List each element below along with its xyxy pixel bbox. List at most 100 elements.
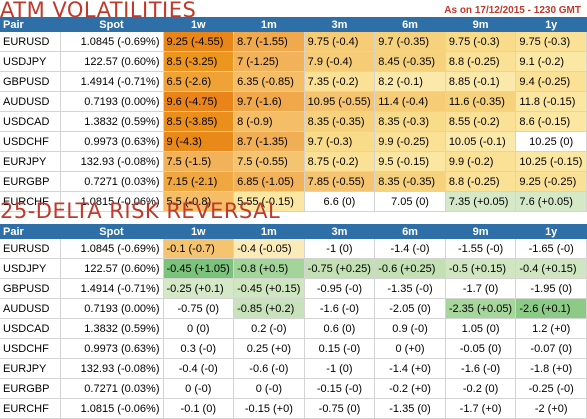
rr-value-cell-6m: 0 (+0): [374, 338, 446, 359]
atm-row-eurusd: EURUSD 1.0845 (-0.69%) 9.25 (-4.55) 8.7 (-1…: [0, 32, 587, 52]
atm-value-cell-6m: 8.45 (-0.35): [374, 51, 446, 72]
rr-value-cell-9m: -1.6 (-0): [445, 358, 517, 379]
rr-value-cell-9m: -2.35 (+0.05): [445, 298, 517, 319]
rr-row-eurjpy: EURJPY 132.93 (-0.08%) -0.4 (-0) -0.6 (-0) -…: [0, 358, 587, 379]
rr-value-cell-1w: 0 (0): [163, 318, 235, 339]
rr-value-cell-1y: -2.6 (+0.1): [515, 298, 587, 319]
pair-cell: USDCHF: [0, 131, 61, 152]
pair-cell: USDCHF: [0, 338, 61, 359]
atm-value-cell-1y: 8.6 (-0.15): [515, 111, 587, 132]
rr-value-cell-1m: -0.15 (+0): [233, 398, 305, 419]
atm-value-cell-6m: 8.35 (-0.3): [374, 111, 446, 132]
rr-header-1y: 1y: [515, 224, 587, 239]
spot-cell: 122.57 (0.60%): [60, 258, 164, 279]
rr-row-audusd: AUDUSD 0.7193 (0.00%) -0.75 (0) -0.85 (+0.2…: [0, 298, 587, 319]
spot-cell: 1.0815 (-0.06%): [60, 398, 164, 419]
pair-cell: USDJPY: [0, 51, 61, 72]
spot-cell: 132.93 (-0.08%): [60, 151, 164, 172]
spot-cell: 0.7271 (0.03%): [60, 378, 164, 399]
rr-row-usdcad: USDCAD 1.3832 (0.59%) 0 (0) 0.2 (-0) 0.6 (0)…: [0, 318, 587, 339]
rr-value-cell-1y: -1.8 (+0): [515, 358, 587, 379]
atm-volatilities-title: ATM VOLATILITIES: [0, 0, 197, 22]
spot-cell: 122.57 (0.60%): [60, 51, 164, 72]
spot-cell: 0.9973 (0.63%): [60, 338, 164, 359]
rr-header-3m: 3m: [304, 224, 376, 239]
atm-value-cell-1w: 7.15 (-2.1): [163, 171, 235, 192]
atm-value-cell-9m: 8.8 (-0.25): [445, 171, 517, 192]
rr-value-cell-1w: -0.4 (-0): [163, 358, 235, 379]
atm-value-cell-1m: 8.7 (-1.35): [233, 131, 305, 152]
atm-value-cell-3m: 9.75 (-0.4): [304, 32, 376, 52]
atm-row-eurjpy: EURJPY 132.93 (-0.08%) 7.5 (-1.5) 7.5 (-0.5…: [0, 151, 587, 172]
atm-value-cell-9m: 11.6 (-0.35): [445, 91, 517, 112]
rr-row-eurusd: EURUSD 1.0845 (-0.69%) -0.1 (-0.7) -0.4 (-0…: [0, 239, 587, 259]
rr-value-cell-6m: -0.6 (+0.25): [374, 258, 446, 279]
atm-header-pair: Pair: [0, 17, 61, 32]
rr-value-cell-1y: -0.07 (0): [515, 338, 587, 359]
rr-value-cell-1m: -0.6 (-0): [233, 358, 305, 379]
risk-reversal-table: Pair Spot 1w 1m 3m 6m 9m 1y EURUSD 1.0845 (-0.69…: [0, 224, 587, 419]
rr-header-1m: 1m: [233, 224, 305, 239]
as-of-timestamp: As on 17/12/2015 - 1230 GMT: [444, 5, 581, 16]
rr-value-cell-9m: -1.7 (+0): [445, 398, 517, 419]
atm-value-cell-9m: 7.35 (+0.05): [445, 191, 517, 212]
atm-table-body: EURUSD 1.0845 (-0.69%) 9.25 (-4.55) 8.7 (-1…: [0, 32, 587, 212]
atm-row-audusd: AUDUSD 0.7193 (0.00%) 9.6 (-4.75) 9.7 (-1.6…: [0, 91, 587, 112]
pair-cell: GBPUSD: [0, 71, 61, 92]
rr-value-cell-3m: -1 (0): [304, 358, 376, 379]
atm-value-cell-1w: 6.5 (-2.6): [163, 71, 235, 92]
rr-value-cell-3m: -0.95 (-0): [304, 278, 376, 299]
atm-value-cell-6m: 9.5 (-0.15): [374, 151, 446, 172]
rr-header-spot: Spot: [60, 224, 164, 239]
spot-cell: 1.4914 (-0.71%): [60, 71, 164, 92]
rr-value-cell-1y: 1.2 (+0): [515, 318, 587, 339]
atm-header-spot: Spot: [60, 17, 164, 32]
atm-value-cell-1m: 9.7 (-1.6): [233, 91, 305, 112]
rr-row-usdchf: USDCHF 0.9973 (0.63%) 0.3 (-0) 0.25 (+0) 0.1…: [0, 338, 587, 359]
atm-value-cell-9m: 8.8 (-0.25): [445, 51, 517, 72]
rr-value-cell-1y: -0.25 (-0): [515, 378, 587, 399]
risk-reversal-title: 25-DELTA RISK REVERSAL: [0, 199, 281, 223]
atm-value-cell-1w: 8.5 (-3.85): [163, 111, 235, 132]
atm-header-1y: 1y: [515, 17, 587, 32]
atm-value-cell-1w: 9 (-4.3): [163, 131, 235, 152]
atm-value-cell-9m: 8.85 (-0.1): [445, 71, 517, 92]
atm-value-cell-3m: 8.35 (-0.35): [304, 111, 376, 132]
atm-value-cell-1y: 9.4 (-0.25): [515, 71, 587, 92]
atm-value-cell-9m: 9.9 (-0.2): [445, 151, 517, 172]
atm-row-usdjpy: USDJPY 122.57 (0.60%) 8.5 (-3.25) 7 (-1.25)…: [0, 51, 587, 72]
atm-value-cell-1y: 10.25 (-0.15): [515, 151, 587, 172]
rr-value-cell-1w: -0.1 (0): [163, 398, 235, 419]
rr-value-cell-6m: 0.9 (-0): [374, 318, 446, 339]
atm-value-cell-3m: 7.9 (-0.4): [304, 51, 376, 72]
rr-value-cell-3m: 0.15 (-0): [304, 338, 376, 359]
rr-value-cell-1w: -0.75 (0): [163, 298, 235, 319]
atm-value-cell-6m: 11.4 (-0.4): [374, 91, 446, 112]
atm-value-cell-3m: 6.6 (0): [304, 191, 376, 212]
atm-value-cell-1m: 8 (-0.9): [233, 111, 305, 132]
rr-value-cell-6m: -1.4 (+0): [374, 358, 446, 379]
atm-row-eurchf: EURCHF 1.0815 (-0.06%) 5.5 (-0.8) 5.55 (-0.…: [0, 191, 587, 212]
atm-value-cell-1y: 9.75 (-0.3): [515, 32, 587, 52]
rr-value-cell-1m: -0.8 (+0.5): [233, 258, 305, 279]
atm-value-cell-1y: 9.1 (-0.2): [515, 51, 587, 72]
atm-value-cell-6m: 9.9 (-0.25): [374, 131, 446, 152]
rr-value-cell-1y: -2 (+0): [515, 398, 587, 419]
rr-value-cell-1w: -0.25 (+0.1): [163, 278, 235, 299]
pair-cell: EURGBP: [0, 171, 61, 192]
rr-value-cell-1w: -0.1 (-0.7): [163, 239, 235, 259]
rr-value-cell-6m: -1.4 (-0): [374, 239, 446, 259]
pair-cell: EURUSD: [0, 239, 61, 259]
rr-value-cell-3m: -1.6 (-0): [304, 298, 376, 319]
rr-header-6m: 6m: [374, 224, 446, 239]
atm-header-3m: 3m: [304, 17, 376, 32]
atm-value-cell-1m: 6.35 (-0.85): [233, 71, 305, 92]
rr-value-cell-9m: -0.2 (0): [445, 378, 517, 399]
spot-cell: 1.0815 (-0.06%): [60, 191, 164, 212]
pair-cell: USDJPY: [0, 258, 61, 279]
pair-cell: GBPUSD: [0, 278, 61, 299]
pair-cell: AUDUSD: [0, 298, 61, 319]
atm-value-cell-9m: 9.75 (-0.3): [445, 32, 517, 52]
pair-cell: EURUSD: [0, 32, 61, 52]
rr-row-eurgbp: EURGBP 0.7271 (0.03%) 0 (-0) 0 (-0) -0.15 (-…: [0, 378, 587, 399]
